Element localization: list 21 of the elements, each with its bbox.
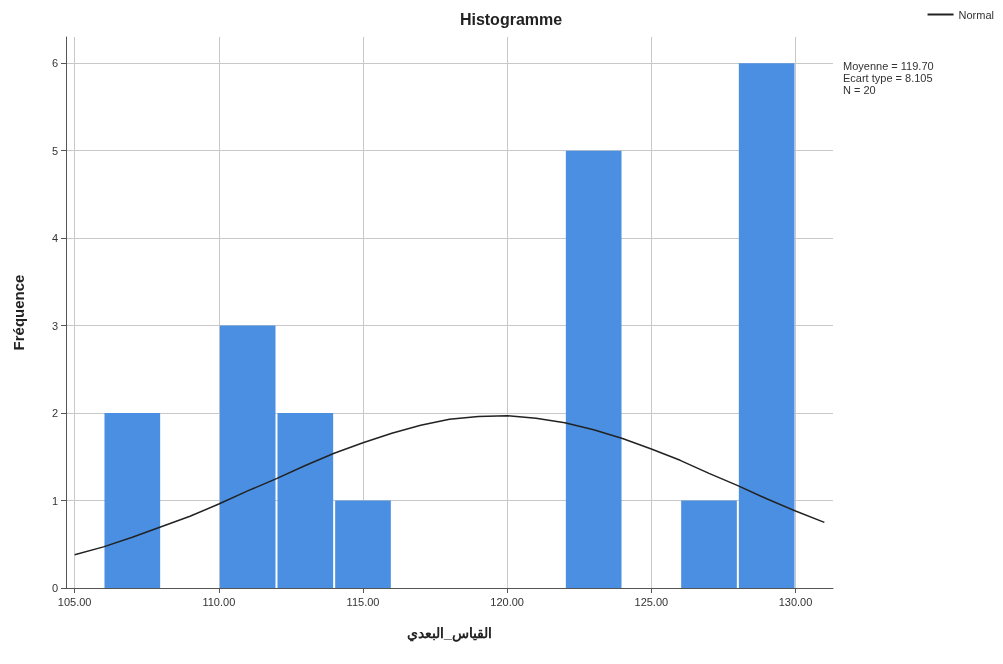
legend-label: Normal [958,8,994,21]
y-tick-label: 5 [51,144,58,157]
x-tick-label: 110.00 [202,595,236,608]
x-tick-label: 120.00 [490,595,524,608]
y-tick-label: 0 [51,582,58,594]
y-tick-label: 2 [51,407,58,420]
y-tick-label: 4 [51,232,58,245]
text: Moyenne = 119.70 [843,59,934,72]
y-tick-label: 6 [51,57,58,70]
y-tick-label: 1 [51,494,58,507]
x-tick-label: 130.00 [778,595,813,608]
x-tick-label: 115.00 [346,595,380,608]
text: Ecart type = 8.105 [843,71,933,84]
line-series [73,414,826,556]
x-tick-label: 105.00 [57,595,92,608]
x-tick-label: 125.00 [634,595,669,608]
chart-title: Histogramme [459,10,563,28]
y-axis-title: Fréquence [10,274,27,351]
x-axis-title: القياس_البعدي [407,625,492,642]
text: N = 20 [843,83,876,96]
y-tick-label: 3 [51,319,58,332]
